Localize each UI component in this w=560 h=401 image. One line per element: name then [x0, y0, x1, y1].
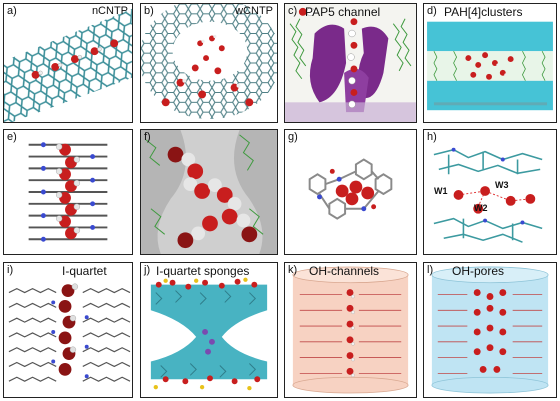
protein-channel-illustration — [285, 4, 416, 122]
nanotube-narrow-illustration — [4, 8, 132, 122]
panel-f: f) — [140, 129, 278, 255]
panel-b-letter: b) — [144, 5, 154, 17]
panel-j: j) I-quartet sponges — [140, 262, 278, 398]
panel-h: h) W1 W3 W2 — [423, 129, 557, 255]
quartet-stack-illustration — [8, 283, 131, 382]
nanotube-wide-illustration — [141, 4, 277, 120]
panel-b-title: wCNTP — [235, 5, 273, 17]
panel-c-letter: c) — [288, 5, 298, 17]
panel-c: c) PAP5 channel — [284, 3, 417, 123]
panel-d-title: PAH[4]clusters — [444, 5, 523, 19]
panel-l-title: OH-pores — [452, 264, 505, 278]
oh-pore-cylinder-illustration — [431, 266, 549, 394]
panel-k: k) OH-channels — [284, 262, 417, 398]
panel-f-letter: f) — [144, 131, 151, 143]
panel-e: e) — [3, 129, 133, 255]
panel-e-letter: e) — [7, 131, 17, 143]
quartet-sponge-illustration — [150, 277, 268, 391]
panel-a: a) nCNTP — [3, 3, 133, 123]
water-wire-surface-illustration — [141, 130, 277, 254]
panel-a-title: nCNTP — [91, 5, 128, 17]
panel-l: l) OH-pores — [423, 262, 557, 398]
water-wire-f — [167, 146, 258, 249]
panel-j-title: I-quartet sponges — [156, 264, 250, 278]
panel-i-letter: i) — [7, 264, 14, 276]
panel-h-letter: h) — [427, 131, 437, 143]
panel-j-letter: j) — [144, 264, 151, 276]
oh-channel-cylinder-illustration — [292, 266, 409, 394]
label-w2: W2 — [474, 203, 488, 213]
stacked-molecules-illustration — [28, 142, 108, 242]
panel-d-letter: d) — [427, 5, 437, 17]
macrocycle-illustration — [308, 158, 393, 220]
panel-k-title: OH-channels — [309, 264, 380, 278]
panel-g: g) — [284, 129, 417, 255]
panel-b: b) wCNTP — [140, 3, 278, 123]
water-cluster-b — [161, 34, 254, 107]
panel-k-letter: k) — [288, 264, 298, 276]
panel-i-title: I-quartet — [62, 264, 107, 278]
bound-water-illustration — [433, 147, 543, 243]
water-clusters-d — [465, 52, 514, 80]
panel-i: i) I-quartet — [3, 262, 133, 398]
water-chain-a — [31, 39, 119, 79]
label-w3: W3 — [495, 180, 509, 190]
panel-l-letter: l) — [427, 264, 434, 276]
cluster-membrane-illustration — [424, 4, 556, 122]
panel-a-letter: a) — [7, 5, 17, 17]
panel-g-letter: g) — [288, 131, 298, 143]
panel-c-title: PAP5 channel — [305, 5, 381, 19]
label-w1: W1 — [434, 186, 448, 196]
water-chain-c — [298, 7, 358, 108]
panel-d: d) PAH[4]clusters — [423, 3, 557, 123]
